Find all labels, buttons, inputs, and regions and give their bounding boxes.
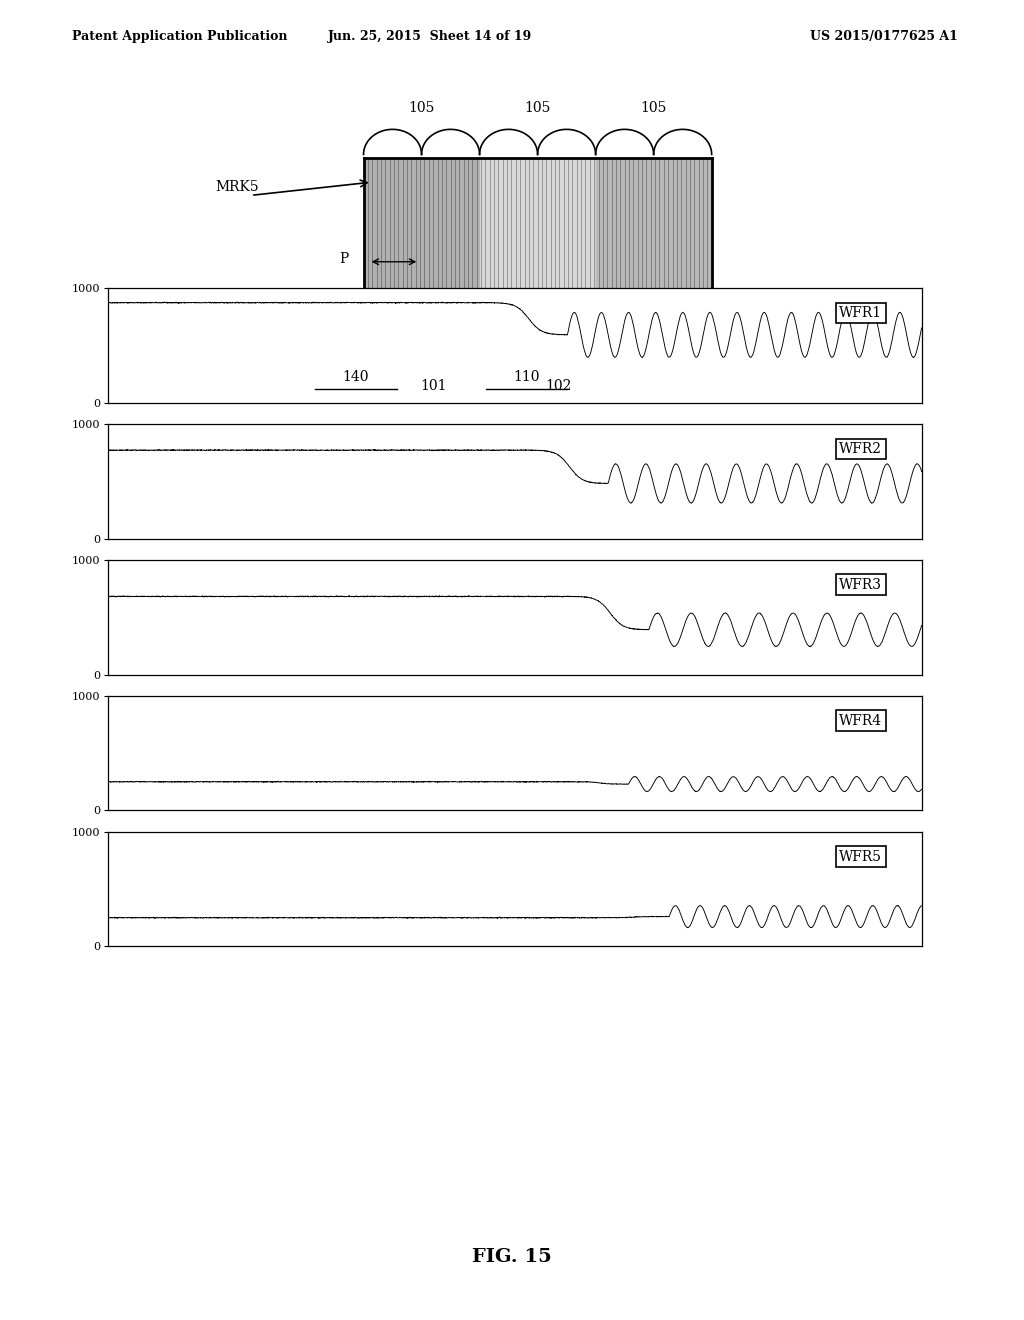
Text: WFR2: WFR2 xyxy=(839,442,882,455)
Text: WFR3: WFR3 xyxy=(839,578,882,591)
Text: Patent Application Publication: Patent Application Publication xyxy=(72,30,287,44)
Text: 105: 105 xyxy=(409,100,435,115)
Text: WFR4: WFR4 xyxy=(839,714,882,727)
Bar xyxy=(479,158,596,337)
Text: 102: 102 xyxy=(546,379,571,393)
Text: MRK5: MRK5 xyxy=(215,181,259,194)
Text: 105: 105 xyxy=(640,100,667,115)
Text: 110: 110 xyxy=(513,371,540,384)
Text: WFR1: WFR1 xyxy=(839,306,882,319)
Text: Jun. 25, 2015  Sheet 14 of 19: Jun. 25, 2015 Sheet 14 of 19 xyxy=(328,30,532,44)
Bar xyxy=(596,158,712,337)
Text: US 2015/0177625 A1: US 2015/0177625 A1 xyxy=(810,30,957,44)
Bar xyxy=(364,158,479,337)
Text: 101: 101 xyxy=(420,379,446,393)
Text: P: P xyxy=(339,252,348,267)
Text: 140: 140 xyxy=(343,371,369,384)
Text: 105: 105 xyxy=(524,100,551,115)
Text: FIG. 15: FIG. 15 xyxy=(472,1247,552,1266)
Text: WFR5: WFR5 xyxy=(839,850,882,863)
